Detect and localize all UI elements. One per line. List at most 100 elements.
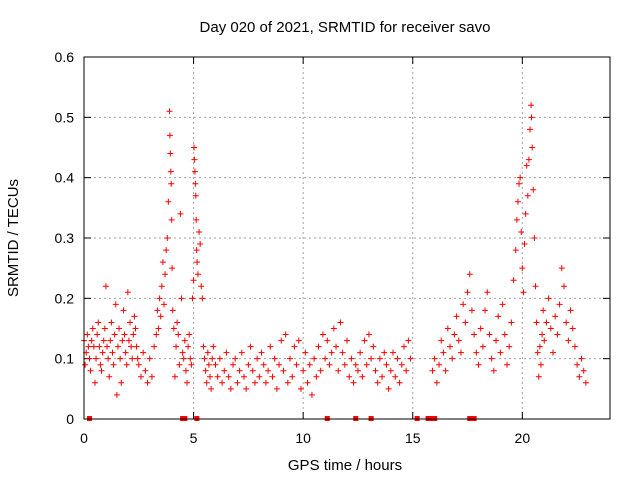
data-point [85,343,92,350]
data-point [582,379,589,386]
data-point [471,331,478,338]
data-point [129,355,136,362]
data-point [94,331,101,338]
data-point [311,355,318,362]
data-point [468,307,475,314]
data-point [499,301,506,308]
data-point [398,361,405,368]
data-point [191,144,198,151]
data-point [104,343,111,350]
plot-area [81,102,589,421]
data-point [313,373,320,380]
data-point [429,367,436,374]
data-point [193,247,200,254]
data-point [532,283,539,290]
data-point [513,216,520,223]
data-point [346,373,353,380]
data-point [574,361,581,368]
data-point [121,331,128,338]
data-point [517,174,524,181]
data-point [167,168,174,175]
data-point [554,331,561,338]
data-point [385,385,392,392]
data-point [291,343,298,350]
data-point [112,301,119,308]
data-point [392,373,399,380]
data-point [530,186,537,193]
data-point [333,343,340,350]
data-point [374,379,381,386]
data-point [106,373,113,380]
data-point [227,385,234,392]
data-point [212,361,219,368]
data-point [344,337,350,344]
data-point [166,132,173,139]
data-point [113,391,120,398]
data-point [539,331,546,338]
data-point [396,379,403,386]
data-point [245,361,252,368]
data-point [306,361,313,368]
data-point [186,331,193,338]
data-point [180,355,187,362]
data-point [273,385,280,392]
data-point [181,337,188,344]
data-point [97,361,104,368]
data-point [130,331,137,338]
data-point [527,126,534,133]
data-point [348,355,355,362]
data-point [99,349,106,356]
data-point [293,361,300,368]
data-point [462,319,469,326]
y-tick-label: 0.2 [55,290,75,306]
data-point [117,355,124,362]
data-point [473,349,480,356]
data-point [151,343,158,350]
data-point [529,144,536,151]
axis-ticks: 0 0.1 0.2 0.3 0.4 0.5 0.6 0 5 10 15 20 [55,49,610,446]
data-point [188,361,195,368]
data-point [330,325,337,332]
data-point [168,216,175,223]
y-tick-label: 0.6 [55,49,75,65]
data-point [433,379,440,386]
data-point [86,355,93,362]
data-point [175,331,182,338]
data-point [520,289,527,296]
data-point [508,319,515,326]
data-point [230,361,237,368]
data-point [523,162,530,169]
data-point [453,313,460,320]
data-point [484,289,491,296]
data-point [490,367,497,374]
data-point [210,343,217,350]
data-point [140,349,147,356]
data-point [101,325,108,332]
data-point [354,367,361,374]
x-tick-label: 5 [190,430,198,446]
data-point [157,313,164,320]
data-point [214,373,221,380]
data-point [184,379,191,386]
data-point [495,313,502,320]
data-point [531,235,538,241]
data-point [315,343,322,350]
data-point [197,241,204,248]
data-point [249,367,256,374]
data-point [379,373,386,380]
data-point [225,373,232,380]
data-point [204,349,211,356]
data-point [191,156,198,163]
data-point [132,325,139,332]
data-point [403,367,410,374]
data-point [525,156,532,163]
data-point [174,319,181,326]
data-point [191,168,198,175]
data-point [179,349,186,356]
data-point [262,379,269,386]
data-point [169,307,176,314]
data-point [436,361,443,368]
data-point [267,343,274,350]
y-tick-label: 0 [66,411,74,427]
